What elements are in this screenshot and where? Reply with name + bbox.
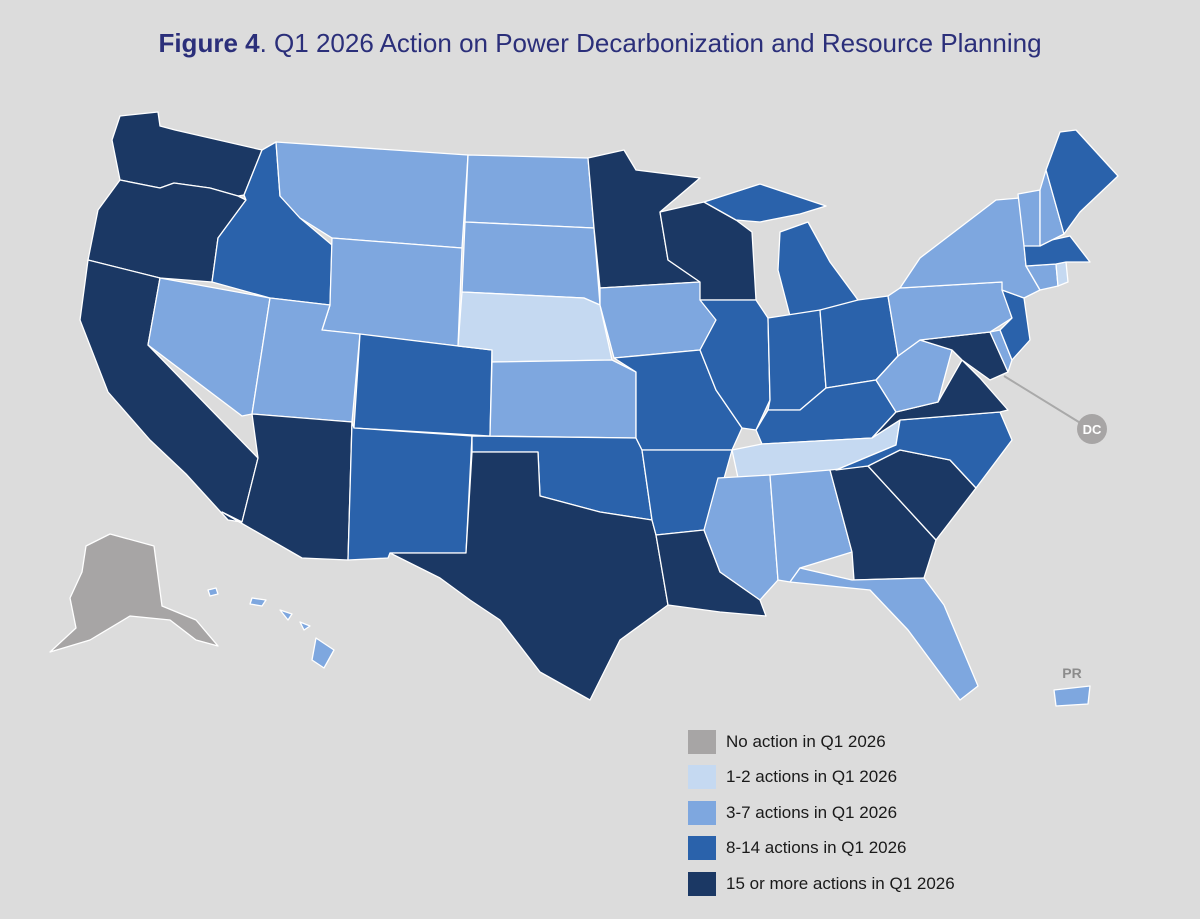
legend-swatch-none bbox=[688, 729, 716, 754]
legend-item-c2: 3-7 actions in Q1 2026 bbox=[688, 795, 955, 831]
state-NM[interactable] bbox=[347, 421, 473, 561]
legend-swatch-c4 bbox=[688, 871, 716, 896]
pr-label: PR bbox=[1062, 665, 1081, 681]
state-NY[interactable] bbox=[899, 197, 1041, 299]
figure-title: Figure 4. Q1 2026 Action on Power Decarb… bbox=[0, 28, 1200, 59]
legend-item-none: No action in Q1 2026 bbox=[688, 724, 955, 760]
state-KS[interactable] bbox=[489, 359, 637, 439]
figure-title-text: . Q1 2026 Action on Power Decarbonizatio… bbox=[259, 28, 1042, 58]
legend-swatch-c2 bbox=[688, 800, 716, 825]
state-NV[interactable] bbox=[147, 277, 271, 417]
state-NC[interactable] bbox=[835, 411, 1013, 489]
state-TX[interactable] bbox=[389, 451, 669, 701]
figure-number: Figure 4 bbox=[158, 28, 260, 58]
dc-leader-line bbox=[1003, 375, 1083, 425]
state-IA[interactable] bbox=[599, 281, 717, 359]
legend-item-c4: 15 or more actions in Q1 2026 bbox=[688, 866, 955, 902]
state-HI[interactable] bbox=[207, 587, 335, 669]
state-AK[interactable] bbox=[49, 533, 219, 653]
legend-label: 15 or more actions in Q1 2026 bbox=[726, 873, 955, 893]
legend-label: 1-2 actions in Q1 2026 bbox=[726, 767, 898, 787]
dc-label: DC bbox=[1083, 422, 1102, 437]
dc-marker[interactable] bbox=[1077, 414, 1107, 444]
legend-item-c1: 1-2 actions in Q1 2026 bbox=[688, 760, 955, 796]
state-ME[interactable] bbox=[1045, 129, 1119, 235]
state-FL[interactable] bbox=[789, 567, 979, 701]
state-WY[interactable] bbox=[321, 237, 463, 347]
legend-swatch-c1 bbox=[688, 765, 716, 790]
state-CO[interactable] bbox=[353, 333, 493, 437]
legend-item-c3: 8-14 actions in Q1 2026 bbox=[688, 831, 955, 867]
legend-label: 8-14 actions in Q1 2026 bbox=[726, 838, 907, 858]
state-PR[interactable] bbox=[1053, 685, 1091, 707]
state-RI[interactable] bbox=[1055, 261, 1069, 287]
state-ND[interactable] bbox=[464, 154, 595, 229]
legend-swatch-c3 bbox=[688, 836, 716, 861]
state-IL[interactable] bbox=[699, 299, 771, 431]
legend: No action in Q1 2026 1-2 actions in Q1 20… bbox=[688, 724, 955, 902]
legend-label: 3-7 actions in Q1 2026 bbox=[726, 802, 898, 822]
legend-label: No action in Q1 2026 bbox=[726, 731, 886, 751]
